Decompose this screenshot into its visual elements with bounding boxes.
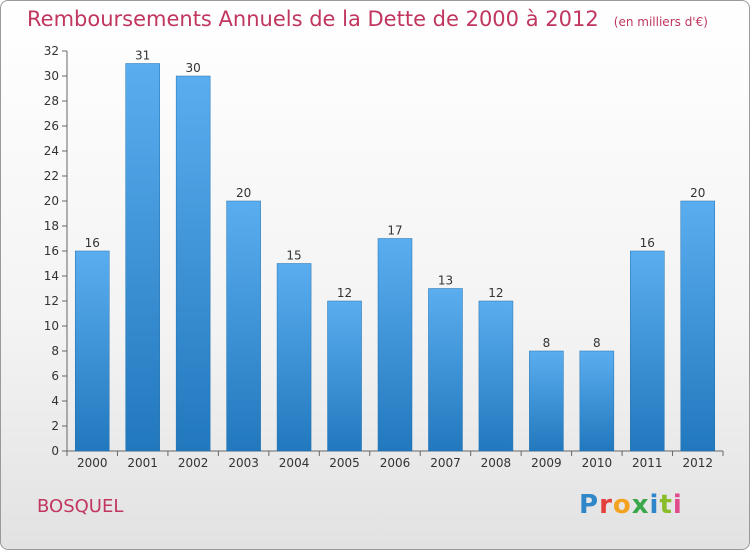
y-tick-label: 26 [44,119,59,133]
bar-2003 [226,200,261,452]
logo-letter: o [612,490,632,520]
y-tick-label: 22 [44,169,59,183]
x-tick-label-2001: 2001 [127,456,158,470]
x-tick-label-2002: 2002 [178,456,209,470]
x-tick-label-2010: 2010 [582,456,613,470]
logo-letter: i [649,490,660,520]
data-label-2008: 12 [488,286,503,300]
data-label-2002: 30 [186,61,201,75]
data-label-2011: 16 [640,236,655,250]
data-label-2010: 8 [593,336,601,350]
data-label-2004: 15 [286,249,301,263]
x-tick-label-2005: 2005 [329,456,360,470]
bar-2002 [175,75,211,452]
bar-2007 [428,288,463,452]
y-tick-label: 0 [51,444,59,458]
y-tick-label: 28 [44,94,59,108]
bar-2009 [529,350,564,452]
bar-2012 [680,200,716,452]
y-tick-label: 2 [51,419,59,433]
unit-label: (en milliers d'€) [613,15,708,29]
bar-2005 [327,300,362,452]
bar-2008 [478,300,514,452]
chart-title: Remboursements Annuels de la Dette de 20… [27,7,599,31]
x-tick-label-2007: 2007 [430,456,461,470]
logo-letter: r [599,490,613,520]
y-tick-label: 16 [44,244,59,258]
y-tick-label: 20 [44,194,59,208]
y-tick-label: 32 [44,44,59,58]
logo-letter: i [672,490,683,520]
y-tick-label: 4 [51,394,59,408]
data-label-2012: 20 [690,186,705,200]
data-label-2009: 8 [543,336,551,350]
commune-name: BOSQUEL [37,496,124,517]
x-tick-label-2006: 2006 [380,456,411,470]
y-tick-label: 10 [44,319,59,333]
y-tick-label: 6 [51,369,59,383]
y-tick-label: 30 [44,69,59,83]
bar-2006 [377,238,413,452]
data-label-2001: 31 [135,49,150,63]
bar-2004 [276,263,312,452]
logo-letter: P [579,490,600,520]
data-label-2007: 13 [438,274,453,288]
x-tick-label-2012: 2012 [682,456,713,470]
x-tick-label-2009: 2009 [531,456,562,470]
proxiti-logo: Proxiti [579,490,683,520]
y-tick-label: 14 [44,269,59,283]
bar-2010 [579,350,615,452]
y-tick-label: 18 [44,219,59,233]
logo-letter: x [631,490,650,520]
data-label-2006: 17 [387,224,402,238]
logo-letter: t [659,490,673,520]
bar-2001 [125,63,160,452]
data-label-2005: 12 [337,286,352,300]
y-tick-label: 12 [44,294,59,308]
data-label-2003: 20 [236,186,251,200]
bar-2011 [630,250,665,452]
x-tick-label-2003: 2003 [228,456,259,470]
x-tick-label-2011: 2011 [632,456,663,470]
y-tick-label: 24 [44,144,59,158]
x-tick-label-2004: 2004 [279,456,310,470]
data-label-2000: 16 [85,236,100,250]
y-tick-label: 8 [51,344,59,358]
x-tick-label-2000: 2000 [77,456,108,470]
chart-title-row: Remboursements Annuels de la Dette de 20… [27,7,708,31]
x-tick-label-2008: 2008 [481,456,512,470]
bar-2000 [74,250,110,452]
